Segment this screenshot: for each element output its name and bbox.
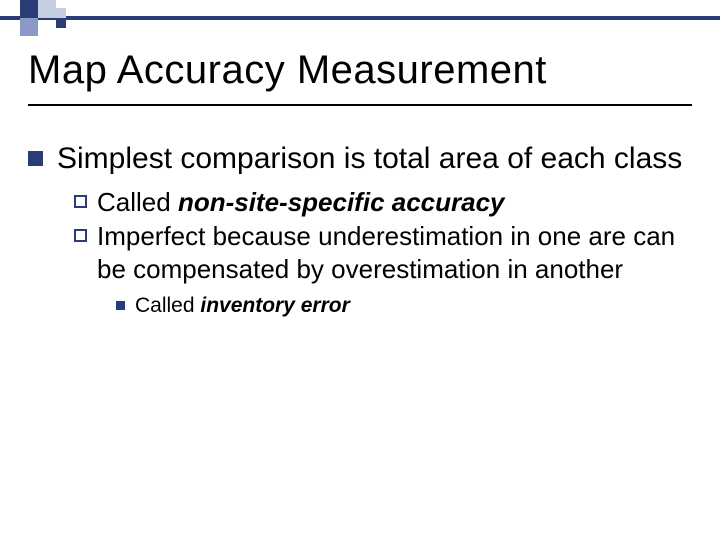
hollow-square-bullet-icon: [74, 195, 87, 208]
title-underline: [28, 104, 692, 106]
bullet-level1: Simplest comparison is total area of eac…: [28, 140, 692, 178]
deco-square-4: [56, 18, 66, 28]
level3-text: Called inventory error: [135, 293, 350, 319]
square-bullet-icon: [28, 151, 43, 166]
level1-text: Simplest comparison is total area of eac…: [57, 140, 682, 178]
level2-group: Called non-site-specific accuracy Imperf…: [74, 186, 692, 320]
lvl3-emph: inventory error: [200, 294, 349, 317]
small-square-bullet-icon: [116, 301, 125, 310]
level3-group: Called inventory error: [116, 293, 692, 319]
lvl2-0-prefix: Called: [97, 187, 178, 217]
hollow-square-bullet-icon: [74, 229, 87, 242]
bullet-level3: Called inventory error: [116, 293, 692, 319]
slide-title: Map Accuracy Measurement: [28, 48, 547, 93]
bullet-level2: Imperfect because underestimation in one…: [74, 220, 692, 285]
lvl2-0-emph: non-site-specific accuracy: [178, 187, 505, 217]
slide-content: Simplest comparison is total area of eac…: [28, 140, 692, 319]
level2-text-0: Called non-site-specific accuracy: [97, 186, 505, 219]
level2-text-1: Imperfect because underestimation in one…: [97, 220, 692, 285]
header-bar: [0, 16, 720, 20]
deco-square-3: [56, 8, 66, 18]
lvl2-1-rest: Imperfect because underestimation in one…: [97, 221, 675, 284]
deco-square-1: [38, 0, 56, 18]
lvl3-prefix: Called: [135, 294, 200, 317]
header-decoration: [0, 0, 720, 32]
bullet-level2: Called non-site-specific accuracy: [74, 186, 692, 219]
deco-square-2: [20, 18, 38, 36]
deco-square-0: [20, 0, 38, 18]
